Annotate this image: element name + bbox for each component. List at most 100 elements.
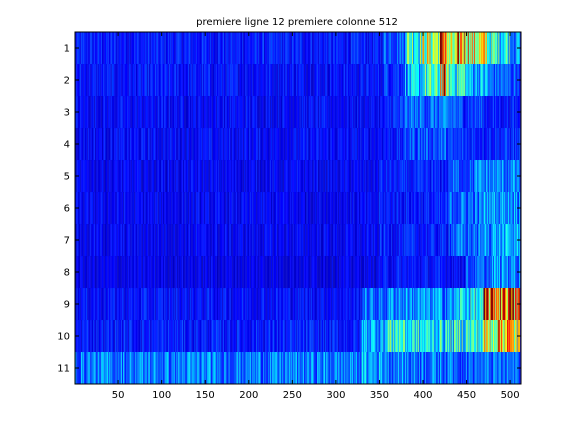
heatmap-cell xyxy=(286,128,288,161)
heatmap-cell xyxy=(397,96,399,129)
heatmap-cell xyxy=(412,64,414,97)
heatmap-cell xyxy=(313,192,315,225)
heatmap-cell xyxy=(403,192,405,225)
heatmap-cell xyxy=(500,192,502,225)
heatmap-cell xyxy=(90,320,92,353)
heatmap-cell xyxy=(153,256,155,289)
heatmap-cell xyxy=(326,192,328,225)
heatmap-cell xyxy=(145,160,147,193)
heatmap-cell xyxy=(346,96,348,129)
heatmap-cell xyxy=(399,64,401,97)
heatmap-cell xyxy=(384,192,386,225)
heatmap-cell xyxy=(420,224,422,257)
heatmap-cell xyxy=(159,32,161,65)
heatmap-cell xyxy=(142,224,144,257)
heatmap-cell xyxy=(90,256,92,289)
heatmap-cell xyxy=(180,32,182,65)
heatmap-cell xyxy=(311,96,313,129)
heatmap-cell xyxy=(423,160,425,193)
heatmap-cell xyxy=(230,96,232,129)
heatmap-cell xyxy=(123,256,125,289)
heatmap-cell xyxy=(207,96,209,129)
heatmap-cell xyxy=(475,64,477,97)
heatmap-cell xyxy=(291,256,293,289)
heatmap-cell xyxy=(136,224,138,257)
heatmap-cell xyxy=(325,256,327,289)
heatmap-cell xyxy=(209,192,211,225)
heatmap-cell xyxy=(389,288,391,321)
heatmap-cell xyxy=(261,320,263,353)
heatmap-cell xyxy=(491,64,493,97)
heatmap-cell xyxy=(124,160,126,193)
heatmap-cell xyxy=(429,288,431,321)
heatmap-cell xyxy=(390,256,392,289)
heatmap-cell xyxy=(250,288,252,321)
heatmap-cell xyxy=(87,64,89,97)
heatmap-cell xyxy=(354,32,356,65)
heatmap-cell xyxy=(409,32,411,65)
heatmap-cell xyxy=(372,192,374,225)
heatmap-cell xyxy=(432,128,434,161)
heatmap-cell xyxy=(365,288,367,321)
heatmap-cell xyxy=(442,224,444,257)
heatmap-cell xyxy=(419,160,421,193)
heatmap-cell xyxy=(180,160,182,193)
heatmap-cell xyxy=(164,128,166,161)
heatmap-cell xyxy=(90,32,92,65)
heatmap-cell xyxy=(201,224,203,257)
heatmap-cell xyxy=(416,224,418,257)
heatmap-cell xyxy=(447,256,449,289)
heatmap-cell xyxy=(368,288,370,321)
heatmap-cell xyxy=(318,192,320,225)
heatmap-cell xyxy=(171,288,173,321)
heatmap-cell xyxy=(128,224,130,257)
heatmap-cell xyxy=(302,32,304,65)
heatmap-cell xyxy=(394,192,396,225)
heatmap-cell xyxy=(426,160,428,193)
heatmap-cell xyxy=(473,128,475,161)
heatmap-cell xyxy=(479,160,481,193)
heatmap-cell xyxy=(225,320,227,353)
heatmap-cell xyxy=(399,320,401,353)
heatmap-cell xyxy=(264,288,266,321)
heatmap-cell xyxy=(497,32,499,65)
heatmap-cell xyxy=(258,288,260,321)
heatmap-cell xyxy=(247,96,249,129)
heatmap-cell xyxy=(315,288,317,321)
heatmap-cell xyxy=(111,64,113,97)
heatmap-cell xyxy=(205,256,207,289)
heatmap-cell xyxy=(372,192,374,225)
heatmap-cell xyxy=(301,64,303,97)
heatmap-cell xyxy=(298,224,300,257)
heatmap-cell xyxy=(133,192,135,225)
heatmap-cell xyxy=(134,160,136,193)
heatmap-cell xyxy=(333,288,335,321)
heatmap-cell xyxy=(357,192,359,225)
heatmap-cell xyxy=(466,192,469,225)
heatmap-cell xyxy=(335,160,337,193)
heatmap-cell xyxy=(255,160,257,193)
heatmap-cell xyxy=(385,320,387,353)
heatmap-cell xyxy=(153,320,155,353)
heatmap-cell xyxy=(210,32,212,65)
heatmap-cell xyxy=(466,288,468,321)
heatmap-cell xyxy=(414,32,416,65)
heatmap-cell xyxy=(372,96,374,129)
heatmap-cell xyxy=(447,192,449,225)
heatmap-cell xyxy=(489,64,491,97)
heatmap-cell xyxy=(212,320,214,353)
heatmap-cell xyxy=(387,256,389,289)
heatmap-cell xyxy=(346,128,348,161)
heatmap-cell xyxy=(230,320,232,353)
heatmap-cell xyxy=(394,128,396,161)
heatmap-cell xyxy=(329,160,331,193)
heatmap-cell xyxy=(317,192,319,225)
heatmap-cell xyxy=(460,96,462,129)
heatmap-cell xyxy=(296,128,298,161)
heatmap-cell xyxy=(236,288,238,321)
heatmap-cell xyxy=(289,128,291,161)
heatmap-cell xyxy=(149,96,151,129)
heatmap-cell xyxy=(283,128,285,161)
heatmap-cell xyxy=(471,160,473,193)
heatmap-cell xyxy=(389,320,391,353)
